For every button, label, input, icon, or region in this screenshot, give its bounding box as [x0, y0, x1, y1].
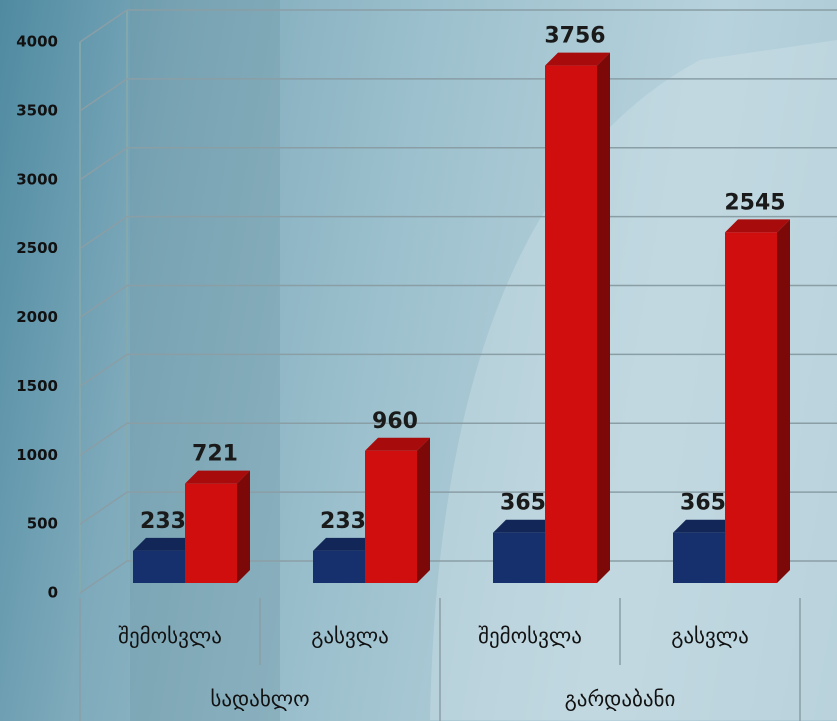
value-label: 365 — [500, 491, 546, 516]
bar-side — [597, 53, 610, 583]
value-label: 721 — [192, 442, 238, 467]
y-tick-label: 500 — [27, 515, 58, 533]
value-label: 960 — [372, 409, 418, 434]
y-tick-label: 2500 — [16, 239, 58, 257]
bar — [493, 533, 545, 583]
value-label: 233 — [320, 509, 366, 534]
chart: 0 500 1000 1500 2000 2500 3000 3500 4000 შემოსვლა… — [0, 0, 837, 721]
value-label: 3756 — [544, 24, 605, 49]
value-label: 365 — [680, 491, 726, 516]
y-tick-label: 3000 — [16, 170, 58, 188]
y-tick-label: 3500 — [16, 101, 58, 119]
y-tick-label: 2000 — [16, 308, 58, 326]
y-tick-label: 1000 — [16, 446, 58, 464]
group-label: სადახლო — [210, 687, 309, 711]
bar — [725, 232, 777, 583]
bar — [313, 551, 365, 583]
bar — [133, 551, 185, 583]
group-label: გარდაბანი — [565, 687, 676, 711]
bar — [185, 484, 237, 583]
y-tick-label: 4000 — [16, 33, 58, 51]
x-tick-label: გასვლა — [311, 624, 389, 648]
x-tick-label: შემოსვლა — [478, 624, 582, 648]
y-tick-label: 0 — [48, 584, 58, 602]
x-tick-label: შემოსვლა — [118, 624, 222, 648]
bar-side — [417, 438, 430, 583]
value-label: 233 — [140, 509, 186, 534]
background-pillar — [130, 0, 280, 721]
bar — [365, 451, 417, 583]
bar — [673, 533, 725, 583]
bar-side — [777, 219, 790, 583]
bar-side — [237, 471, 250, 583]
x-tick-label: გასვლა — [671, 624, 749, 648]
y-tick-label: 1500 — [16, 377, 58, 395]
bar — [545, 66, 597, 583]
value-label: 2545 — [724, 190, 785, 215]
